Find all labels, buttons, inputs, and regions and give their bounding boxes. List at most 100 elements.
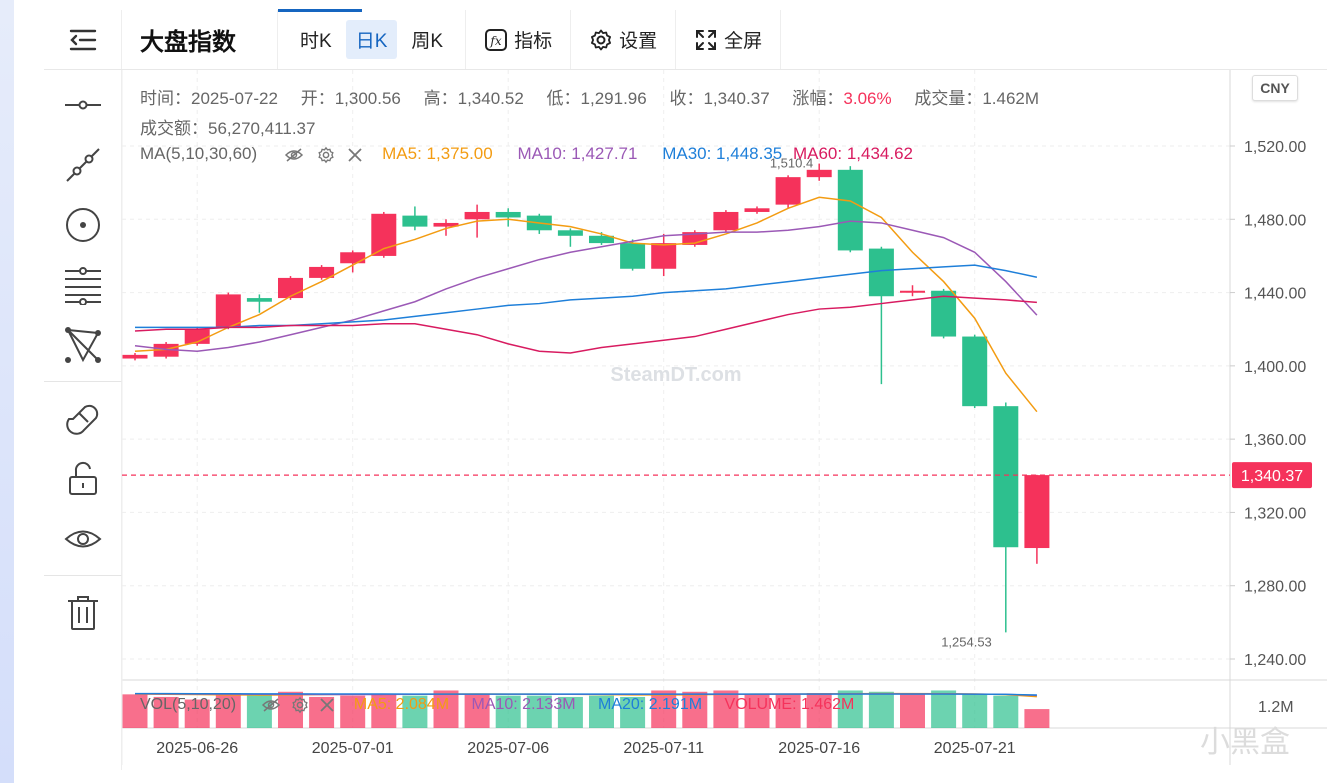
volume-bar bbox=[651, 690, 677, 728]
volume-bar bbox=[464, 694, 490, 728]
currency-selector[interactable]: CNY bbox=[1252, 75, 1298, 101]
volume-bar bbox=[246, 694, 272, 728]
vol-ma20-value: MA20: 2.191M bbox=[598, 696, 703, 714]
time-label: 时间： bbox=[140, 89, 191, 108]
x-tick-label: 2025-07-11 bbox=[623, 740, 704, 757]
window-edge bbox=[0, 0, 14, 783]
low-value: 1,291.96 bbox=[580, 89, 647, 108]
fibonacci-tool[interactable] bbox=[44, 256, 122, 314]
tab-hour-k[interactable]: 时K bbox=[300, 31, 332, 52]
volume-value: 1.462M bbox=[982, 89, 1040, 108]
polygon-icon bbox=[65, 327, 101, 363]
candle-body bbox=[184, 329, 210, 344]
volume-bar bbox=[589, 695, 614, 728]
ma5-line bbox=[134, 196, 1038, 413]
volume-bar bbox=[153, 696, 179, 728]
toolbar-divider bbox=[44, 381, 122, 382]
settings-label: 设置 bbox=[619, 31, 658, 52]
fullscreen-button[interactable]: 全屏 bbox=[676, 10, 782, 69]
indicators-button[interactable]: fx 指标 bbox=[466, 10, 572, 69]
gear-icon[interactable] bbox=[291, 696, 309, 714]
volume-bar bbox=[993, 695, 1019, 728]
polygon-tool[interactable] bbox=[44, 316, 122, 374]
candle-body bbox=[402, 215, 428, 227]
ma10-value: MA10: 1,427.71 bbox=[517, 144, 638, 163]
settings-button[interactable]: 设置 bbox=[571, 10, 677, 69]
period-tab-indicator bbox=[278, 9, 362, 12]
volume-bar bbox=[775, 694, 801, 728]
watermark: SteamDT.com bbox=[610, 364, 741, 386]
volume-bar bbox=[900, 694, 925, 728]
last-price-tag-bg bbox=[1232, 462, 1312, 489]
change-value: 3.06% bbox=[843, 89, 892, 108]
gear-icon[interactable] bbox=[317, 146, 335, 164]
vol-ma5-value: MA5: 2.084M bbox=[353, 696, 450, 714]
y-tick-label: 1,400.00 bbox=[1244, 359, 1306, 376]
horizontal-line-tool[interactable] bbox=[44, 76, 122, 134]
candle-body bbox=[433, 222, 459, 227]
chart-toolbar: 大盘指数 时K 日K 周K fx 指标 设置 全屏 bbox=[44, 9, 1327, 70]
vol-legend-label: VOL(5,10,20) bbox=[140, 696, 237, 714]
low-marker: 1,254.53 bbox=[941, 634, 992, 649]
lock-tool[interactable] bbox=[44, 450, 122, 508]
fullscreen-label: 全屏 bbox=[724, 31, 763, 52]
x-tick-label: 2025-07-01 bbox=[312, 740, 394, 757]
close-icon[interactable] bbox=[347, 147, 363, 163]
trend-line-icon bbox=[66, 148, 100, 182]
svg-text:fx: fx bbox=[489, 34, 501, 48]
volume-bar bbox=[682, 691, 708, 728]
ma-legend-label: MA(5,10,30,60) bbox=[140, 144, 258, 163]
candle-body bbox=[309, 266, 335, 278]
volume-bar bbox=[402, 695, 428, 728]
volume-bar bbox=[215, 693, 241, 728]
candle-body bbox=[993, 406, 1019, 548]
magnet-icon bbox=[66, 404, 99, 435]
vol-volume-value: VOLUME: 1.462M bbox=[724, 696, 855, 714]
candle-body bbox=[868, 248, 894, 297]
candle-body bbox=[589, 235, 614, 244]
ma30-value: MA30: 1,448.35 bbox=[662, 144, 783, 163]
change-label: 涨幅： bbox=[792, 89, 844, 108]
eye-hidden-icon[interactable] bbox=[261, 697, 281, 713]
circle-tool[interactable] bbox=[44, 196, 122, 254]
volume-bar bbox=[184, 699, 210, 728]
candle-body bbox=[557, 230, 583, 236]
volume-label: 成交量： bbox=[914, 89, 983, 108]
volume-bar bbox=[1024, 709, 1050, 728]
y-tick-label: 1,520.00 bbox=[1244, 139, 1306, 156]
menu-toggle-button[interactable] bbox=[44, 10, 122, 69]
eye-hidden-icon[interactable] bbox=[284, 147, 304, 163]
ma30-line bbox=[135, 264, 1038, 329]
ohlc-info-row: 时间：2025-07-22 开：1,300.56 高：1,340.52 低：1,… bbox=[140, 84, 1039, 109]
candle-body bbox=[340, 252, 366, 264]
candle-body bbox=[775, 177, 801, 205]
volume-bar bbox=[340, 695, 366, 728]
volume-bar bbox=[744, 694, 770, 728]
close-icon[interactable] bbox=[319, 697, 335, 713]
delete-drawings-tool[interactable] bbox=[44, 584, 122, 642]
high-value: 1,340.52 bbox=[457, 89, 524, 108]
visibility-tool[interactable] bbox=[44, 510, 122, 568]
trend-line-tool[interactable] bbox=[44, 136, 122, 194]
candle-body bbox=[153, 343, 179, 357]
volume-tick-label: 1.2M bbox=[1258, 699, 1294, 716]
candle-body bbox=[246, 298, 272, 302]
tab-week-k[interactable]: 周K bbox=[411, 31, 444, 52]
volume-bar bbox=[962, 694, 988, 728]
close-value: 1,340.37 bbox=[703, 89, 770, 108]
open-value: 1,300.56 bbox=[334, 89, 401, 108]
candle-body bbox=[713, 211, 739, 231]
candle-body bbox=[744, 208, 770, 212]
turnover-value: 56,270,411.37 bbox=[208, 119, 316, 138]
turnover-row: 成交额：56,270,411.37 bbox=[140, 114, 315, 139]
tab-day-k[interactable]: 日K bbox=[345, 20, 398, 59]
candle-body bbox=[495, 211, 521, 218]
volume-bar bbox=[868, 691, 894, 728]
candle-body bbox=[837, 169, 863, 251]
y-tick-label: 1,440.00 bbox=[1244, 286, 1306, 303]
x-tick-label: 2025-07-06 bbox=[467, 740, 549, 757]
magnet-tool[interactable] bbox=[44, 388, 122, 446]
ma60-value: MA60: 1,434.62 bbox=[792, 144, 913, 163]
candle-body bbox=[1024, 475, 1050, 549]
